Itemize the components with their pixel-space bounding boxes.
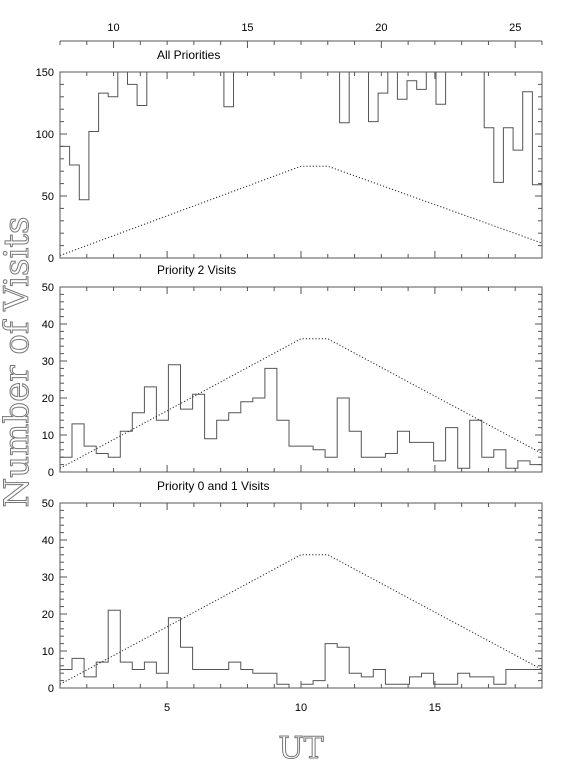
y-tick-label: 10 [42, 430, 54, 442]
histogram-series [60, 72, 542, 201]
y-tick-label: 0 [48, 467, 54, 479]
histogram-series [60, 364, 542, 469]
y-tick-label: 20 [42, 393, 54, 405]
bottom-axis: 5 10 15 [164, 702, 441, 714]
top-axis: 10 15 20 25 [59, 22, 543, 48]
y-tick-label: 0 [48, 683, 54, 695]
y-tick-label: 0 [48, 253, 54, 265]
panel-2: 0 10 20 30 40 50 Priority 2 Visits [42, 263, 543, 479]
bottom-axis-tick-label: 15 [429, 702, 441, 714]
y-tick-label: 100 [36, 129, 54, 141]
top-axis-tick-label: 10 [107, 22, 119, 34]
y-tick-label: 50 [42, 191, 54, 203]
panel-3: 0 10 20 30 40 50 Priority 0 and 1 Visits [42, 479, 543, 695]
y-tick-label: 40 [42, 535, 54, 547]
panel-title: Priority 2 Visits [157, 263, 236, 277]
panel-frame [59, 502, 543, 689]
y-tick-label: 30 [42, 356, 54, 368]
top-axis-tick-label: 15 [241, 22, 253, 34]
y-tick-label: 40 [42, 319, 54, 331]
envelope-line [60, 165, 542, 256]
y-tick-label: 150 [36, 67, 54, 79]
bottom-axis-tick-label: 10 [295, 702, 307, 714]
panel-title: Priority 0 and 1 Visits [157, 479, 270, 493]
top-axis-tick-label: 25 [509, 22, 521, 34]
y-tick-label: 30 [42, 572, 54, 584]
panel-title: All Priorities [157, 48, 220, 62]
y-tick-label: 20 [42, 609, 54, 621]
y-tick-label: 10 [42, 646, 54, 658]
y-tick-label: 50 [42, 498, 54, 510]
x-axis-label: UT [278, 731, 323, 762]
y-axis-label: Number of Visits [0, 217, 37, 508]
panel-1: 0 50 100 150 All Priorities [36, 48, 543, 265]
top-axis-tick-label: 20 [375, 22, 387, 34]
y-tick-label: 50 [42, 282, 54, 294]
histogram-series [60, 609, 542, 688]
bottom-axis-tick-label: 5 [164, 702, 170, 714]
panel-frame [59, 71, 543, 259]
